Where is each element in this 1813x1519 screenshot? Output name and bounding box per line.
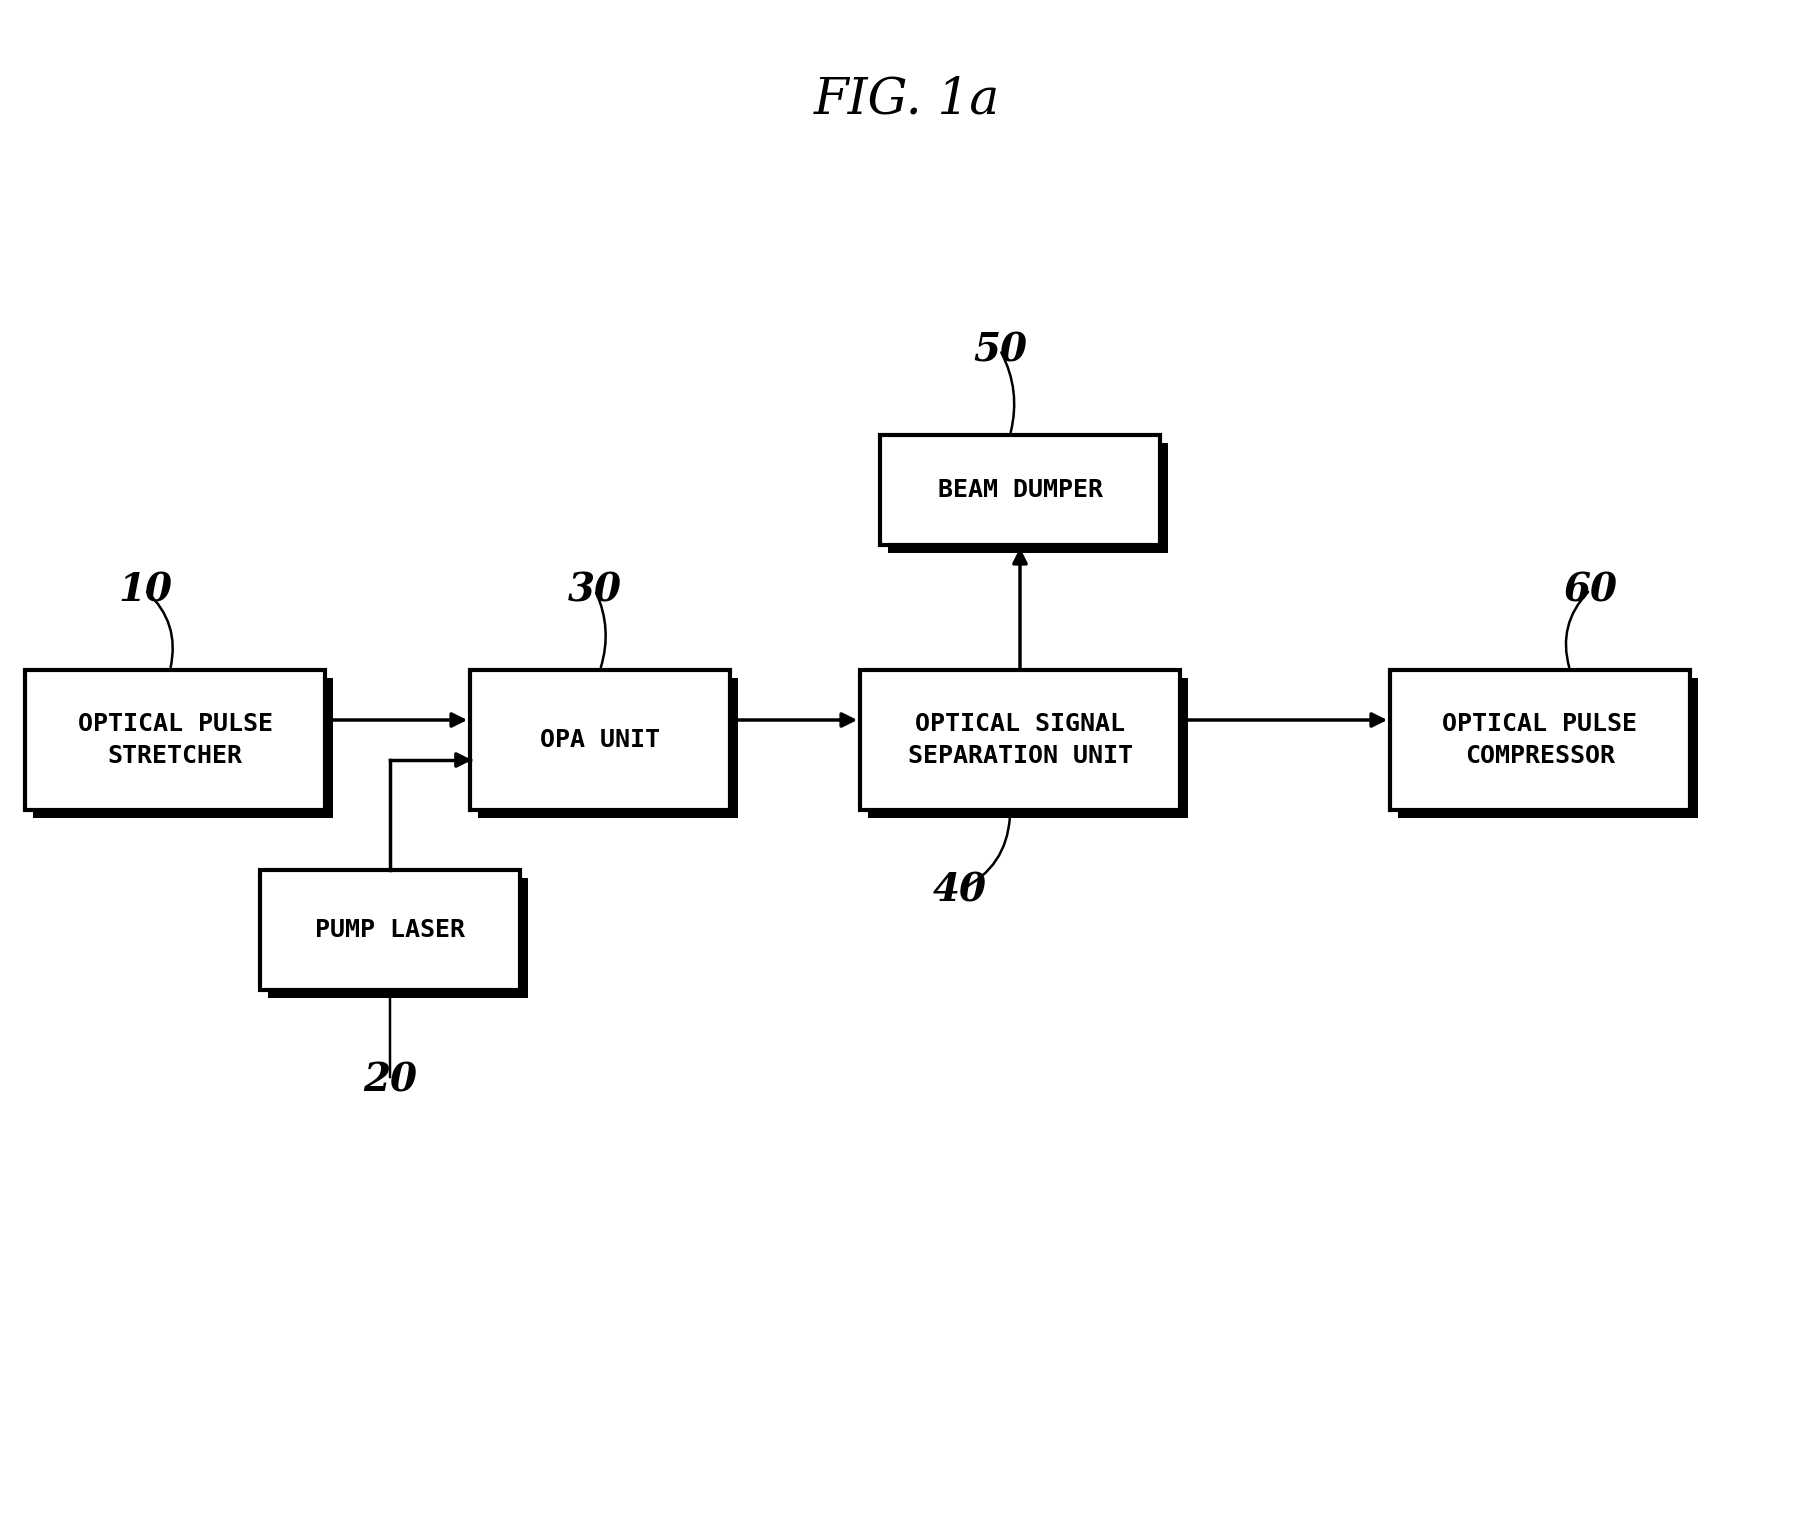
Text: PUMP LASER: PUMP LASER [315,917,464,942]
Text: 40: 40 [934,870,986,908]
Text: FIG. 1a: FIG. 1a [814,76,999,125]
Bar [879,434,1160,545]
Text: OPTICAL PULSE
COMPRESSOR: OPTICAL PULSE COMPRESSOR [1443,712,1637,767]
Text: OPTICAL PULSE
STRETCHER: OPTICAL PULSE STRETCHER [78,712,272,767]
Text: 10: 10 [118,571,172,609]
Text: BEAM DUMPER: BEAM DUMPER [937,478,1102,501]
Text: OPA UNIT: OPA UNIT [540,728,660,752]
Bar [25,670,325,810]
Text: OPTICAL SIGNAL
SEPARATION UNIT: OPTICAL SIGNAL SEPARATION UNIT [908,712,1133,767]
Bar [259,870,520,990]
Bar [479,677,738,819]
Bar [859,670,1180,810]
Bar [268,878,528,998]
Bar [868,677,1188,819]
Text: 30: 30 [567,571,622,609]
Text: 60: 60 [1563,571,1617,609]
Text: 50: 50 [974,331,1026,369]
Bar [470,670,731,810]
Bar [33,677,334,819]
Bar [888,444,1168,553]
Bar [1398,677,1699,819]
Bar [1391,670,1690,810]
Text: 20: 20 [363,1060,417,1100]
